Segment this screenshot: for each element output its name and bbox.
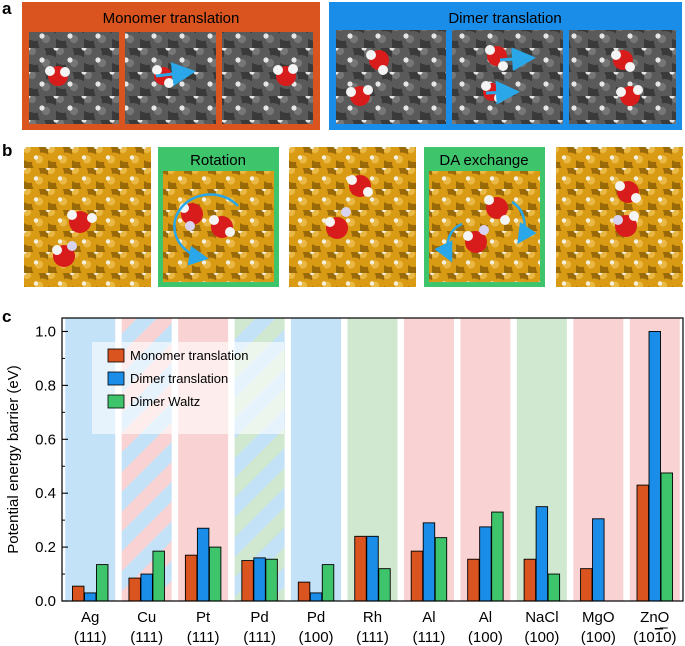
bar bbox=[152, 550, 165, 602]
bar bbox=[140, 573, 153, 602]
plot-frame bbox=[61, 317, 684, 602]
legend-label: Monomer translation bbox=[130, 348, 249, 363]
bar bbox=[241, 560, 254, 602]
panel-c-label: c bbox=[2, 307, 11, 326]
monomer-frame-2 bbox=[125, 32, 216, 124]
bar bbox=[253, 557, 266, 602]
legend-label: Dimer Waltz bbox=[130, 394, 200, 409]
da-exchange-arrow-left bbox=[434, 222, 463, 263]
rotation-arrow bbox=[173, 193, 239, 266]
bar bbox=[592, 518, 605, 602]
bar bbox=[636, 484, 649, 602]
category-facet: (111) bbox=[356, 629, 389, 646]
category-label: Al bbox=[479, 609, 492, 626]
monomer-frame-1 bbox=[29, 32, 119, 124]
category-label: Pd bbox=[250, 609, 268, 626]
category-facet: (100) bbox=[468, 629, 503, 646]
dimer-translation-title: Dimer translation bbox=[448, 10, 561, 27]
y-tick-label: 0.6 bbox=[35, 431, 56, 448]
bar bbox=[535, 506, 549, 602]
bar bbox=[366, 535, 379, 602]
bar bbox=[491, 511, 504, 602]
da-exchange-frame: DA exchange bbox=[424, 147, 545, 287]
bar bbox=[660, 472, 673, 602]
bar bbox=[196, 527, 210, 602]
bar bbox=[378, 568, 391, 602]
bar bbox=[321, 564, 335, 602]
da-exchange-title: DA exchange bbox=[439, 152, 528, 169]
legend-swatch bbox=[107, 394, 125, 409]
bar bbox=[422, 522, 436, 602]
category-label: NaCl bbox=[525, 609, 558, 626]
bar bbox=[297, 581, 311, 602]
legend-swatch bbox=[107, 348, 125, 363]
rotation-frame: Rotation bbox=[158, 147, 279, 287]
category-label: MgO bbox=[582, 609, 615, 626]
bar bbox=[309, 592, 323, 602]
monomer-frame-3 bbox=[222, 32, 313, 124]
category-label: Rh bbox=[363, 609, 382, 626]
panel-a-label: a bbox=[2, 0, 12, 18]
y-tick-label: 0.0 bbox=[35, 593, 56, 610]
panel-b-frame-1 bbox=[24, 147, 151, 287]
y-tick-label: 0.2 bbox=[35, 539, 56, 556]
bar bbox=[84, 592, 97, 602]
y-axis-label: Potential energy barrier (eV) bbox=[5, 365, 22, 553]
category-facet: (100) bbox=[581, 629, 616, 646]
bar bbox=[479, 526, 492, 602]
bar bbox=[265, 558, 278, 602]
y-tick-label: 0.8 bbox=[35, 377, 56, 394]
bar bbox=[523, 558, 537, 602]
monomer-translation-title: Monomer translation bbox=[103, 10, 240, 27]
category-facet: (111) bbox=[130, 629, 163, 646]
legend-label: Dimer translation bbox=[130, 371, 228, 386]
bar bbox=[208, 546, 222, 602]
background-band bbox=[291, 318, 342, 601]
bar bbox=[580, 568, 593, 602]
bar bbox=[96, 564, 109, 602]
category-label: Pd bbox=[307, 609, 325, 626]
dimer-frame-2 bbox=[452, 30, 563, 124]
panel-b-frame-3 bbox=[289, 147, 416, 287]
bar bbox=[547, 573, 561, 602]
bar bbox=[354, 535, 367, 602]
rotation-title: Rotation bbox=[190, 152, 246, 169]
panel-b-label: b bbox=[2, 141, 12, 160]
dimer-frame-1 bbox=[336, 30, 446, 124]
category-facet: (111) bbox=[187, 629, 220, 646]
bar bbox=[72, 585, 85, 602]
category-label: Ag bbox=[81, 609, 99, 626]
category-facet: (100) bbox=[299, 629, 334, 646]
category-facet: (111) bbox=[413, 629, 446, 646]
category-facet: (111) bbox=[243, 629, 276, 646]
category-facet: (100) bbox=[524, 629, 559, 646]
bar bbox=[467, 558, 480, 602]
y-tick-label: 1.0 bbox=[35, 323, 56, 340]
bar bbox=[184, 554, 198, 602]
bar bbox=[410, 550, 424, 602]
legend-swatch bbox=[107, 371, 125, 386]
category-label: Pt bbox=[196, 609, 211, 626]
dimer-move-arrow-1 bbox=[499, 47, 536, 72]
category-label: Al bbox=[422, 609, 435, 626]
da-exchange-arrow-right bbox=[511, 200, 537, 245]
barrier-chart: 0.0 0.2 0.4 0.6 0.8 1.0 Potential energy barri… bbox=[5, 317, 684, 646]
bar bbox=[128, 577, 141, 602]
category-label: ZnO bbox=[640, 609, 669, 626]
category-label: Cu bbox=[137, 609, 156, 626]
y-tick-label: 0.4 bbox=[35, 485, 56, 502]
category-facet: (1010) bbox=[633, 629, 676, 646]
panel-b-frame-5 bbox=[556, 147, 683, 287]
dimer-frame-3 bbox=[569, 30, 676, 124]
bar bbox=[434, 537, 448, 602]
category-facet: (111) bbox=[74, 629, 107, 646]
dimer-move-arrow-2 bbox=[485, 80, 520, 105]
bar bbox=[648, 331, 661, 602]
monomer-move-arrow bbox=[155, 62, 196, 87]
